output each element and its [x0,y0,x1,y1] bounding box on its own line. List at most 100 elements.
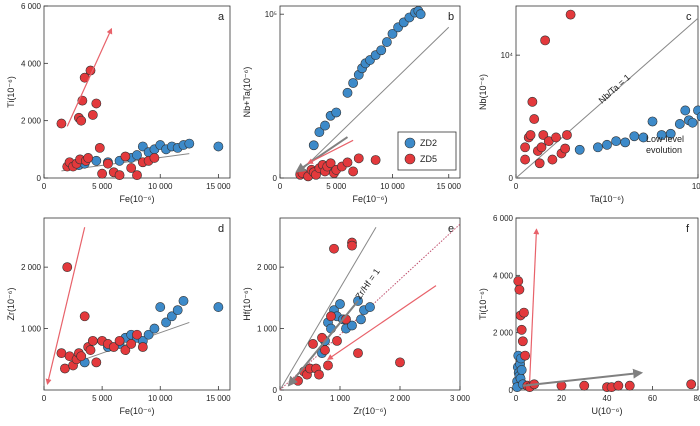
data-point-zd5 [342,157,353,168]
x-tick-label-f: 80 [694,394,700,403]
data-point-zd2 [593,142,603,153]
data-point-zd5 [347,240,357,251]
y-axis-label-d: Zr(10⁻⁶) [6,288,16,321]
x-tick-label-d: 15 000 [206,394,231,403]
data-point-zd5 [513,276,524,286]
data-point-zd5 [353,348,363,359]
trend-arrow-e [287,300,359,387]
data-point-zd5 [514,284,525,295]
data-point-zd2 [680,105,691,116]
data-point-zd5 [87,110,98,120]
data-point-zd2 [647,116,658,127]
trend-arrow-f [522,368,644,387]
data-point-zd5 [308,339,318,349]
data-point-zd2 [91,155,102,166]
x-tick-label-f: 60 [648,394,657,403]
data-point-zd2 [665,128,676,139]
plot-frame-b [279,5,461,179]
data-point-zd2 [166,311,177,322]
x-tick-label-b: 15 000 [437,182,462,191]
data-point-zd2 [143,329,154,340]
evolution-annotation: evolution [646,145,682,155]
plot-frame-c [515,5,699,179]
y-axis-label-e: Hf(10⁻⁶) [242,287,252,320]
data-point-zd5 [525,130,536,140]
y-tick-label-f: 2 000 [493,329,514,338]
data-point-zd5 [94,142,105,153]
data-point-zd5 [370,155,381,165]
data-point-zd5 [76,115,87,126]
data-point-zd5 [520,142,530,153]
data-point-zd5 [516,324,527,335]
x-tick-label-e: 3 000 [450,394,471,403]
data-point-zd5 [320,345,330,355]
y-tick-label-a: 2 000 [21,117,42,126]
data-point-zd2 [687,117,698,128]
data-point-zd5 [527,96,538,107]
data-point-zd2 [516,365,527,375]
data-point-zd5 [579,380,590,391]
data-point-zd5 [79,311,90,322]
panel-letter-d: d [218,223,224,235]
x-tick-label-a: 0 [42,182,47,191]
ratio-label-e: Zr/Hf = 1 [353,267,381,302]
x-tick-label-b: 0 [278,182,283,191]
data-point-zd5 [332,335,342,346]
data-point-zd2 [387,28,398,39]
data-point-zd2 [213,141,224,152]
data-point-zd5 [395,357,405,368]
y-axis-label-b: Nb+Ta(10⁻⁶) [242,67,252,118]
x-tick-label-e: 1 000 [330,394,351,403]
x-tick-label-f: 40 [603,394,612,403]
data-point-zd2 [213,302,224,312]
data-point-zd5 [534,158,545,169]
data-point-zd5 [56,348,67,359]
legend-marker-zd5 [404,153,416,165]
panel-letter-a: a [218,11,225,23]
y-tick-label-a: 4 000 [21,59,42,68]
x-axis-label-e: Zr(10⁻⁶) [354,406,387,416]
data-point-zd2 [602,139,612,150]
data-point-zd5 [85,345,96,355]
data-point-zd5 [613,380,624,391]
data-point-zd5 [120,345,131,355]
data-point-zd5 [83,153,94,163]
data-point-zd2 [172,305,183,316]
plot-frame-d [43,217,231,391]
x-axis-label-a: Fe(10⁻⁶) [120,194,155,204]
y-tick-label-c: 10⁴ [501,51,514,60]
evolution-annotation: Low-level [646,134,684,144]
data-point-zd5 [562,130,572,140]
x-tick-label-f: 0 [514,394,519,403]
data-point-zd5 [325,158,336,169]
x-tick-label-a: 15 000 [206,182,231,191]
data-point-zd2 [335,299,345,309]
trend-arrow-b [295,136,349,173]
data-point-zd5 [108,342,119,352]
data-point-zd5 [520,350,530,361]
plot-frame-f [515,217,699,391]
y-tick-label-f: 6 000 [493,214,514,223]
data-point-zd2 [415,9,426,20]
data-point-zd2 [376,45,387,56]
x-tick-label-c: 0 [514,182,519,191]
data-point-zd2 [137,141,148,152]
y-axis-label-f: Ti(10⁻⁶) [478,288,488,320]
data-point-zd2 [629,131,640,142]
data-point-zd5 [326,311,336,322]
data-point-zd2 [365,302,375,312]
x-tick-label-d: 0 [42,394,47,403]
panel-letter-b: b [448,11,454,23]
data-point-zd5 [114,335,125,346]
y-tick-label-e: 0 [273,386,278,395]
trend-arrow-d [45,227,86,386]
data-point-zd5 [519,307,529,318]
y-axis-label-a: Ti(10⁻⁶) [6,76,16,108]
y-tick-label-a: 6 000 [21,2,42,11]
data-point-zd5 [560,143,571,154]
x-axis-label-b: Fe(10⁻⁶) [353,194,388,204]
data-point-zd2 [356,314,366,325]
data-point-zd5 [536,142,547,153]
data-point-zd5 [132,170,142,181]
